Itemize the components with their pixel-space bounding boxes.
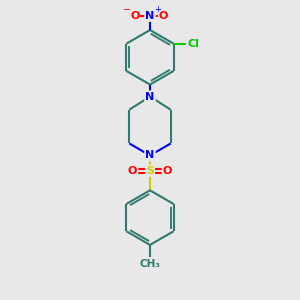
Text: S: S bbox=[146, 166, 154, 176]
Text: O: O bbox=[130, 11, 140, 21]
Text: O: O bbox=[163, 166, 172, 176]
Text: +: + bbox=[154, 5, 161, 14]
Text: N: N bbox=[146, 11, 154, 21]
Text: CH₃: CH₃ bbox=[140, 259, 160, 269]
Text: −: − bbox=[124, 5, 132, 15]
Text: O: O bbox=[128, 166, 137, 176]
Text: Cl: Cl bbox=[187, 39, 199, 49]
Text: N: N bbox=[146, 151, 154, 160]
Text: O: O bbox=[158, 11, 168, 21]
Text: N: N bbox=[146, 92, 154, 102]
